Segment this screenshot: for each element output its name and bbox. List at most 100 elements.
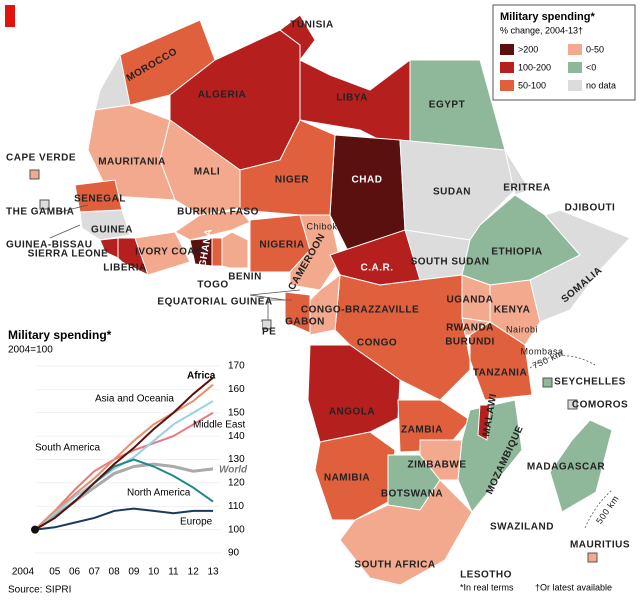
map-label: ANGOLA: [329, 407, 375, 418]
legend-label: 0-50: [586, 44, 604, 54]
map-label: CAPE VERDE: [6, 153, 76, 164]
map-label: MAURITIUS: [570, 540, 630, 551]
country: [284, 291, 311, 334]
map-label: GUINEA: [91, 225, 133, 236]
map-label: CONGO: [357, 338, 397, 349]
map-label: NIGERIA: [259, 240, 304, 251]
series-label: Europe: [180, 517, 213, 528]
map-label: COMOROS: [572, 400, 628, 411]
country: [419, 439, 463, 481]
legend-label: no data: [586, 80, 616, 90]
map-label: SUDAN: [433, 187, 471, 198]
x-tick-label: 2004: [12, 567, 35, 578]
map-label: EGYPT: [429, 100, 465, 111]
map-label: MADAGASCAR: [527, 462, 606, 473]
map-label: IVORY COAST: [135, 247, 209, 258]
legend: Military spending* % change, 2004-13† >2…: [492, 4, 636, 101]
legend-title: Military spending*: [500, 11, 595, 23]
x-tick-label: 05: [49, 567, 61, 578]
map-label: BOTSWANA: [381, 489, 443, 500]
map-label: LIBERIA: [103, 263, 147, 274]
map-label: NIGER: [275, 175, 309, 186]
x-tick-label: 07: [89, 567, 101, 578]
inset-chart: Military spending* 2004=100 Source: SIPR…: [0, 322, 262, 606]
y-tick-label: 150: [228, 407, 245, 418]
map-label: LIBYA: [336, 93, 368, 104]
map-label: CHAD: [352, 175, 383, 186]
island: [39, 199, 50, 210]
chart-subtitle: 2004=100: [8, 345, 53, 356]
map-label: BURKINA FASO: [177, 207, 259, 218]
series-label: Africa: [187, 371, 216, 382]
x-tick-label: 10: [148, 567, 160, 578]
map-label: C.A.R.: [361, 263, 394, 274]
map-label: ALGERIA: [198, 90, 247, 101]
map-label: Chibok: [306, 221, 337, 231]
map-label: TANZANIA: [473, 368, 527, 379]
country: [529, 209, 631, 323]
legend-label: >200: [518, 44, 538, 54]
map-label: SOUTH AFRICA: [354, 560, 435, 571]
map-label: Mombasa: [520, 346, 563, 356]
map-label: TOGO: [197, 280, 228, 291]
country: [477, 404, 491, 441]
map-label: MALI: [194, 167, 220, 178]
legend-swatch: [500, 80, 514, 91]
map-label: KENYA: [494, 305, 531, 316]
map-label: DJIBOUTI: [565, 203, 616, 214]
country: [117, 237, 149, 276]
series-label: South America: [35, 443, 100, 454]
map-label: SWAZILAND: [490, 522, 554, 533]
legend-swatch: [568, 44, 582, 55]
y-tick-label: 120: [228, 478, 245, 489]
map-label: TUNISIA: [290, 20, 334, 31]
origin-dot: [31, 525, 39, 534]
series-label: Asia and Oceania: [95, 394, 174, 405]
map-label: ETHIOPIA: [491, 247, 542, 258]
legend-label: 100-200: [518, 62, 551, 72]
country: [289, 214, 341, 291]
x-tick-label: 09: [128, 567, 140, 578]
series-label: North America: [127, 488, 191, 499]
country: [397, 399, 471, 453]
x-tick-label: 12: [188, 567, 200, 578]
x-tick-label: 08: [109, 567, 121, 578]
map-label: Nairobi: [506, 324, 538, 334]
island: [542, 377, 553, 388]
map-label: RWANDA: [446, 323, 494, 334]
connectors: [49, 204, 613, 529]
map-label: BURUNDI: [445, 337, 495, 348]
map-label: THE GAMBIA: [6, 207, 74, 218]
inset-background: [0, 322, 262, 606]
legend-label: <0: [586, 62, 596, 72]
country: [314, 431, 396, 521]
series-label: World: [219, 465, 248, 476]
island: [29, 169, 40, 180]
map-label: EQUATORIAL GUINEA: [157, 297, 272, 308]
legend-swatch: [568, 62, 582, 73]
map-label: ZAMBIA: [401, 425, 443, 436]
series-line: [34, 507, 213, 531]
y-tick-label: 170: [228, 361, 245, 372]
series-label: Middle East: [193, 420, 245, 431]
y-tick-label: 110: [228, 501, 244, 512]
x-tick-label: 13: [207, 567, 219, 578]
y-tick-label: 140: [228, 431, 245, 442]
map-label: CONGO-BRAZZAVILLE: [301, 305, 419, 316]
y-tick-label: 100: [228, 524, 245, 535]
country: [239, 119, 336, 216]
island: [567, 399, 578, 410]
country: [504, 149, 531, 196]
y-tick-label: 160: [228, 384, 245, 395]
brand-tag: [5, 5, 15, 27]
island: [587, 552, 598, 563]
footnote: †Or latest available: [535, 582, 612, 592]
y-tick-label: 130: [228, 454, 245, 465]
map-label: GUINEA-BISSAU: [6, 240, 93, 251]
chart-title: Military spending*: [8, 328, 112, 342]
country: [339, 479, 473, 586]
x-tick-label: 11: [168, 567, 179, 578]
map-label: BENIN: [228, 272, 262, 283]
legend-subtitle: % change, 2004-13†: [500, 25, 583, 35]
